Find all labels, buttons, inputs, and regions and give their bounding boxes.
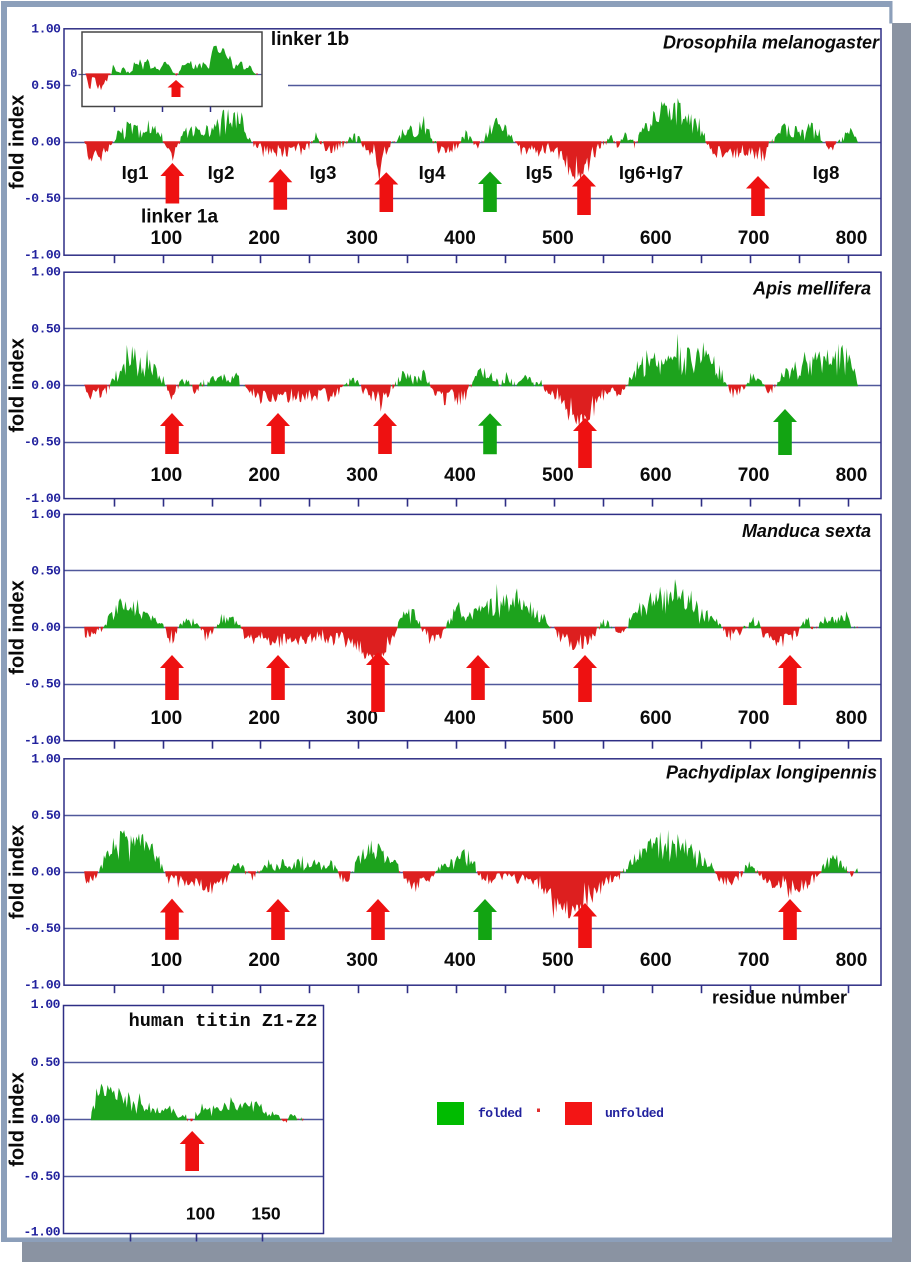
svg-text:Ig3: Ig3 xyxy=(310,162,337,183)
svg-text:100: 100 xyxy=(151,708,183,729)
svg-text:100: 100 xyxy=(151,465,183,486)
svg-text:0.50: 0.50 xyxy=(31,808,61,823)
svg-text:300: 300 xyxy=(346,708,378,729)
svg-text:linker 1b: linker 1b xyxy=(271,29,349,50)
svg-text:Ig5: Ig5 xyxy=(526,162,553,183)
svg-text:Ig8: Ig8 xyxy=(813,162,840,183)
svg-text:700: 700 xyxy=(738,950,770,971)
svg-text:300: 300 xyxy=(346,228,378,249)
svg-text:Pachydiplax longipennis: Pachydiplax longipennis xyxy=(666,763,877,783)
svg-text:fold index: fold index xyxy=(7,825,29,919)
svg-text:fold index: fold index xyxy=(7,95,29,189)
svg-text:-1.00: -1.00 xyxy=(24,248,61,263)
svg-text:0.00: 0.00 xyxy=(31,135,61,150)
svg-text:300: 300 xyxy=(346,950,378,971)
svg-text:600: 600 xyxy=(640,708,672,729)
svg-text:unfolded: unfolded xyxy=(605,1106,663,1121)
svg-text:800: 800 xyxy=(836,228,868,249)
svg-text:Apis mellifera: Apis mellifera xyxy=(752,279,871,299)
svg-text:700: 700 xyxy=(738,465,770,486)
svg-text:Ig2: Ig2 xyxy=(208,162,235,183)
svg-text:0.00: 0.00 xyxy=(31,1112,61,1127)
svg-text:200: 200 xyxy=(248,228,280,249)
svg-text:fold index: fold index xyxy=(7,1072,29,1166)
svg-text:800: 800 xyxy=(836,950,868,971)
svg-text:400: 400 xyxy=(444,950,476,971)
svg-text:residue number: residue number xyxy=(712,988,847,1008)
svg-text:-1.00: -1.00 xyxy=(24,733,61,748)
svg-text:100: 100 xyxy=(151,950,183,971)
svg-text:0.00: 0.00 xyxy=(31,865,61,880)
svg-text:-0.50: -0.50 xyxy=(24,921,61,936)
svg-text:-1.00: -1.00 xyxy=(24,491,61,506)
svg-text:500: 500 xyxy=(542,708,574,729)
svg-text:1.00: 1.00 xyxy=(31,997,61,1012)
svg-text:folded: folded xyxy=(478,1106,522,1121)
svg-text:fold index: fold index xyxy=(7,580,29,674)
svg-text:Drosophila melanogaster: Drosophila melanogaster xyxy=(663,33,880,53)
svg-text:700: 700 xyxy=(738,708,770,729)
svg-text:fold index: fold index xyxy=(7,338,29,432)
svg-text:Ig4: Ig4 xyxy=(419,162,446,183)
svg-text:300: 300 xyxy=(346,465,378,486)
svg-text:linker 1a: linker 1a xyxy=(141,207,219,228)
svg-text:600: 600 xyxy=(640,465,672,486)
svg-text:150: 150 xyxy=(251,1204,280,1224)
svg-text:800: 800 xyxy=(836,465,868,486)
svg-text:400: 400 xyxy=(444,708,476,729)
svg-text:500: 500 xyxy=(542,228,574,249)
svg-text:1.00: 1.00 xyxy=(31,21,61,36)
svg-text:200: 200 xyxy=(248,465,280,486)
svg-text:-1.00: -1.00 xyxy=(24,978,61,993)
svg-text:500: 500 xyxy=(542,465,574,486)
svg-text:800: 800 xyxy=(836,708,868,729)
svg-text:200: 200 xyxy=(248,708,280,729)
svg-text:0.50: 0.50 xyxy=(31,78,61,93)
svg-text:Manduca sexta: Manduca sexta xyxy=(742,521,871,541)
svg-text:400: 400 xyxy=(444,465,476,486)
svg-text:1.00: 1.00 xyxy=(31,507,61,522)
svg-text:500: 500 xyxy=(542,950,574,971)
svg-text:-1.00: -1.00 xyxy=(23,1225,60,1240)
svg-text:-0.50: -0.50 xyxy=(24,677,61,692)
svg-text:400: 400 xyxy=(444,228,476,249)
svg-text:600: 600 xyxy=(640,228,672,249)
svg-text:600: 600 xyxy=(640,950,672,971)
svg-text:200: 200 xyxy=(248,950,280,971)
svg-text:1.00: 1.00 xyxy=(31,265,61,280)
svg-text:0.00: 0.00 xyxy=(31,620,61,635)
svg-text:human titin Z1-Z2: human titin Z1-Z2 xyxy=(129,1011,318,1032)
svg-text:0.00: 0.00 xyxy=(31,378,61,393)
svg-text:0.50: 0.50 xyxy=(31,321,61,336)
svg-text:Ig1: Ig1 xyxy=(122,162,149,183)
svg-text:0.50: 0.50 xyxy=(31,1055,61,1070)
svg-text:100: 100 xyxy=(186,1204,215,1224)
svg-text:1.00: 1.00 xyxy=(31,751,61,766)
svg-text:0: 0 xyxy=(70,67,77,81)
svg-text:-0.50: -0.50 xyxy=(24,191,61,206)
svg-text:700: 700 xyxy=(738,228,770,249)
svg-text:100: 100 xyxy=(151,228,183,249)
svg-text:-0.50: -0.50 xyxy=(24,435,61,450)
svg-text:Ig6+Ig7: Ig6+Ig7 xyxy=(619,162,683,183)
svg-text:0.50: 0.50 xyxy=(31,563,61,578)
svg-text:-0.50: -0.50 xyxy=(23,1169,60,1184)
